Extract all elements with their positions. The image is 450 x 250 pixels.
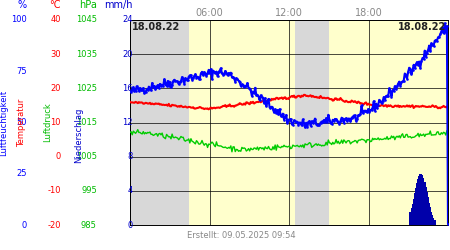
Text: 10: 10 bbox=[50, 118, 61, 127]
Text: hPa: hPa bbox=[79, 0, 97, 10]
Text: Niederschlag: Niederschlag bbox=[74, 107, 83, 163]
Bar bbox=[412, 204, 414, 225]
Text: 12:00: 12:00 bbox=[275, 8, 303, 18]
Text: 1035: 1035 bbox=[76, 50, 97, 59]
Bar bbox=[422, 175, 423, 225]
Bar bbox=[424, 182, 426, 225]
Text: 0: 0 bbox=[22, 220, 27, 230]
Text: 985: 985 bbox=[81, 220, 97, 230]
Text: Luftdruck: Luftdruck bbox=[43, 102, 52, 142]
Text: %: % bbox=[18, 0, 27, 10]
Bar bbox=[426, 192, 428, 225]
Bar bbox=[410, 208, 412, 225]
Bar bbox=[433, 218, 434, 225]
Text: Temperatur: Temperatur bbox=[17, 98, 26, 147]
Text: 1015: 1015 bbox=[76, 118, 97, 127]
Bar bbox=[431, 212, 432, 225]
Text: 100: 100 bbox=[11, 16, 27, 24]
Text: Luftfeuchtigkeit: Luftfeuchtigkeit bbox=[0, 90, 8, 156]
Text: 06:00: 06:00 bbox=[196, 8, 223, 18]
Bar bbox=[432, 215, 433, 225]
Text: 0: 0 bbox=[55, 152, 61, 161]
Text: 18.08.22: 18.08.22 bbox=[132, 22, 180, 32]
Text: -10: -10 bbox=[47, 186, 61, 195]
Text: 1025: 1025 bbox=[76, 84, 97, 93]
Bar bbox=[329, 20, 448, 225]
Bar bbox=[413, 198, 414, 225]
Bar bbox=[427, 198, 429, 225]
Text: 1045: 1045 bbox=[76, 16, 97, 24]
Text: mm/h: mm/h bbox=[104, 0, 133, 10]
Text: 0: 0 bbox=[127, 220, 133, 230]
Text: 24: 24 bbox=[122, 16, 133, 24]
Text: 40: 40 bbox=[50, 16, 61, 24]
Bar bbox=[429, 208, 431, 225]
Text: 8: 8 bbox=[127, 152, 133, 161]
Bar bbox=[414, 193, 416, 225]
Bar bbox=[417, 179, 419, 225]
Text: 18.08.22: 18.08.22 bbox=[397, 22, 446, 32]
Text: 1005: 1005 bbox=[76, 152, 97, 161]
Text: 20: 20 bbox=[50, 84, 61, 93]
Bar bbox=[434, 220, 436, 225]
Bar bbox=[419, 174, 421, 225]
Bar bbox=[189, 20, 295, 225]
Text: 18:00: 18:00 bbox=[355, 8, 382, 18]
Text: °C: °C bbox=[49, 0, 61, 10]
Text: 20: 20 bbox=[122, 50, 133, 59]
Text: 30: 30 bbox=[50, 50, 61, 59]
Bar bbox=[428, 203, 430, 225]
Text: 16: 16 bbox=[122, 84, 133, 93]
Bar bbox=[130, 20, 189, 225]
Bar bbox=[425, 187, 427, 225]
Bar bbox=[410, 212, 411, 225]
Text: 50: 50 bbox=[17, 118, 27, 127]
Text: 12: 12 bbox=[122, 118, 133, 127]
Bar bbox=[423, 178, 424, 225]
Text: 4: 4 bbox=[127, 186, 133, 195]
Bar bbox=[418, 176, 420, 225]
Text: 25: 25 bbox=[17, 169, 27, 178]
Bar bbox=[421, 174, 422, 225]
Text: Erstellt: 09.05.2025 09:54: Erstellt: 09.05.2025 09:54 bbox=[187, 231, 296, 240]
Bar bbox=[416, 183, 418, 225]
Text: -20: -20 bbox=[47, 220, 61, 230]
Bar bbox=[415, 188, 417, 225]
Text: 995: 995 bbox=[81, 186, 97, 195]
Bar bbox=[295, 20, 329, 225]
Text: 75: 75 bbox=[16, 67, 27, 76]
